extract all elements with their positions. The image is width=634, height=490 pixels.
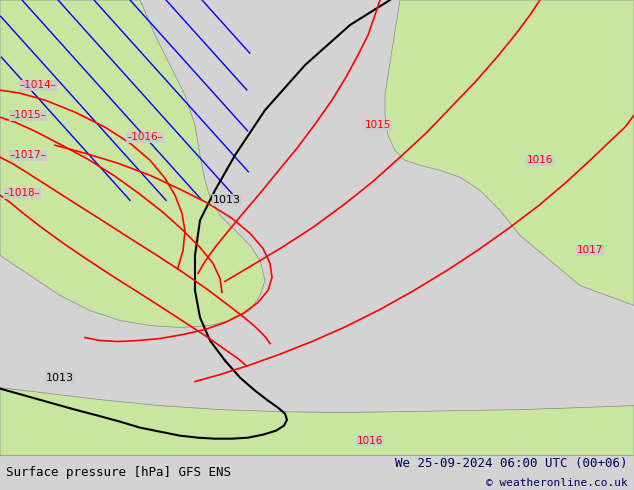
Text: 1017: 1017 [577,245,603,255]
Text: 1013: 1013 [46,372,74,383]
Text: 1013: 1013 [213,196,241,205]
Text: –1015–: –1015– [10,110,46,120]
Text: –1018–: –1018– [4,188,41,198]
Text: We 25-09-2024 06:00 UTC (00+06): We 25-09-2024 06:00 UTC (00+06) [395,458,628,470]
Text: –1017–: –1017– [10,150,46,160]
Text: 1016: 1016 [357,436,383,446]
Text: –1016–: –1016– [127,132,164,142]
Text: –1014–: –1014– [20,80,56,90]
Text: Surface pressure [hPa] GFS ENS: Surface pressure [hPa] GFS ENS [6,466,231,479]
Text: 1015: 1015 [365,120,391,130]
Polygon shape [0,388,634,456]
Polygon shape [385,0,634,305]
Text: 1016: 1016 [527,155,553,165]
Polygon shape [0,0,265,327]
Text: © weatheronline.co.uk: © weatheronline.co.uk [486,478,628,488]
